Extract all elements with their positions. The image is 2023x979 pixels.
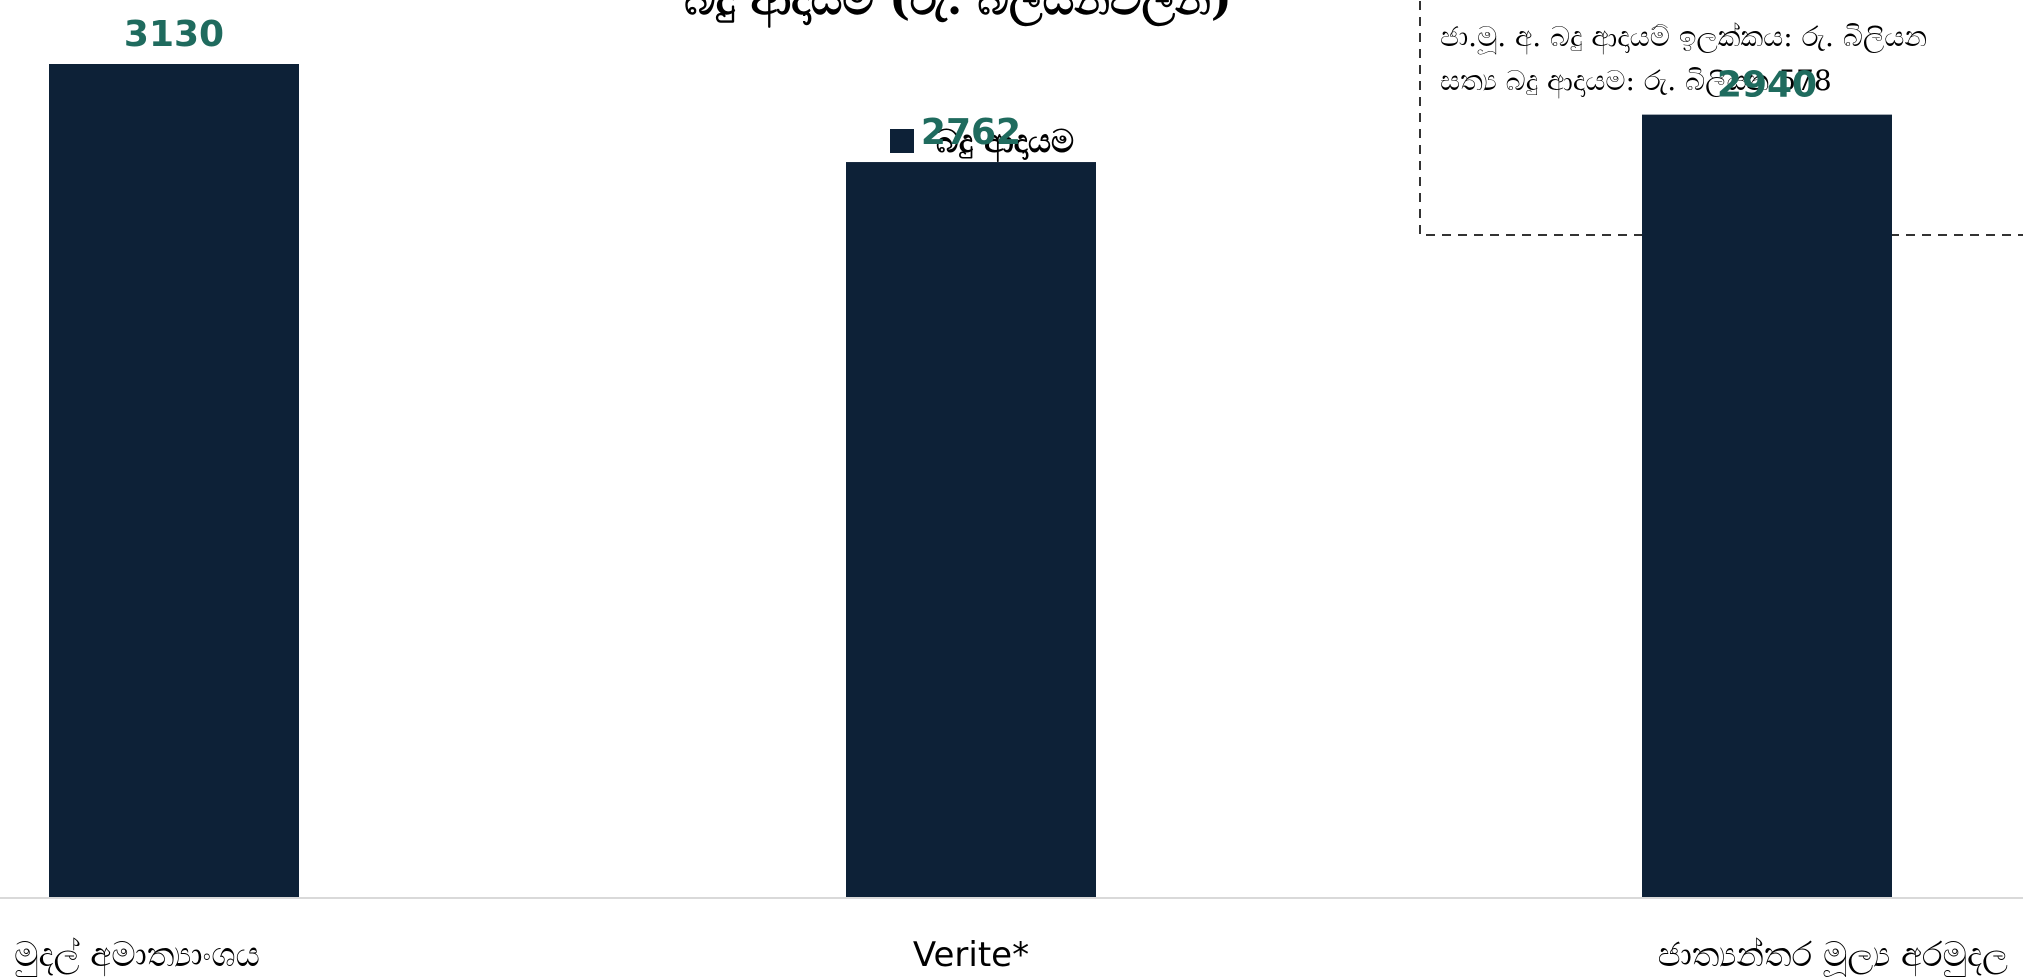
data-label: 2762: [921, 112, 1021, 153]
legend: බදු ආදායම: [890, 122, 1074, 163]
annotation-line: සත්‍ය බදු ආදායම: රු. බිලියන 578: [1440, 64, 1832, 99]
category-label: මුදල් අමාත්‍යාංශය: [14, 935, 260, 977]
chart-title: බදු ආදායම (රු. බිලියනවලින්): [684, 0, 1231, 28]
bar: [846, 162, 1096, 899]
legend-label: බදු ආදායම: [936, 122, 1074, 163]
bars-layer: 3130 2762 2940: [49, 14, 1892, 899]
legend-swatch: [890, 129, 914, 153]
data-label: 3130: [124, 14, 224, 55]
annotation-line: ජා.මූ. අ. බදු ආදායම් ඉලක්කය: රු. බිලියන: [1440, 20, 1927, 55]
annotation-box: ජා.මූ. අ. බදු ආදායම් ඉලක්කය: රු. බිලියන …: [1419, 0, 2023, 236]
category-labels: මුදල් අමාත්‍යාංශය Verite* ජාත්‍යන්තර මූල්‍…: [14, 935, 2008, 977]
data-label: 2940: [1717, 65, 1817, 106]
category-label: ජාත්‍යන්තර මූල්‍ය අරමුදල: [1658, 935, 2008, 977]
category-label: Verite*: [913, 935, 1029, 975]
bar: [49, 64, 299, 898]
bar: [1642, 114, 1892, 898]
